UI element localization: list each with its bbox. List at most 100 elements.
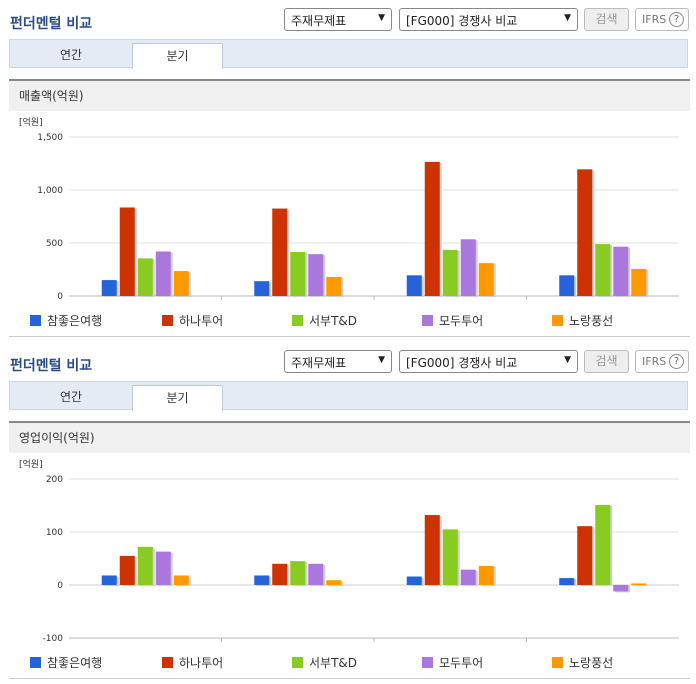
legend-label: 모두투어 bbox=[439, 656, 484, 670]
y-tick-label: 500 bbox=[46, 239, 63, 249]
bar bbox=[272, 208, 288, 296]
legend-swatch bbox=[30, 315, 41, 326]
bar bbox=[559, 275, 575, 296]
bar bbox=[424, 515, 440, 585]
bar bbox=[613, 246, 629, 296]
legend-item[interactable]: 노랑풍선 bbox=[552, 312, 613, 329]
bar bbox=[155, 251, 171, 296]
legend-swatch bbox=[162, 657, 173, 668]
y-tick-label: 0 bbox=[57, 292, 63, 301]
legend-label: 하나투어 bbox=[179, 314, 224, 328]
legend-item[interactable]: 모두투어 bbox=[422, 654, 483, 671]
y-tick-label: -100 bbox=[43, 634, 64, 643]
help-icon[interactable]: ? bbox=[669, 12, 684, 27]
revenue-panel: 펀더멘털 비교 주재무제표 ▼ [FG000] 경쟁사 비교 ▼ 검색 IFRS? … bbox=[9, 8, 690, 337]
chevron-down-icon: ▼ bbox=[378, 13, 385, 23]
legend-swatch bbox=[552, 657, 563, 668]
period-tabs: 연간 분기 bbox=[9, 39, 688, 69]
bar bbox=[173, 271, 189, 296]
y-tick-label: 1,000 bbox=[37, 186, 63, 196]
tab-quarterly[interactable]: 분기 bbox=[132, 385, 223, 411]
legend-label: 모두투어 bbox=[439, 314, 484, 328]
statement-type-select[interactable]: 주재무제표 ▼ bbox=[284, 8, 392, 31]
bar bbox=[478, 565, 494, 585]
chevron-down-icon: ▼ bbox=[564, 13, 571, 23]
legend-label: 노랑풍선 bbox=[569, 656, 614, 670]
legend-item[interactable]: 하나투어 bbox=[162, 654, 223, 671]
bar bbox=[326, 276, 342, 296]
revenue-bar-chart: [억원]05001,0001,5002023/032023/062023/092… bbox=[19, 116, 679, 301]
statement-type-value: 주재무제표 bbox=[291, 356, 347, 370]
search-button[interactable]: 검색 bbox=[584, 8, 629, 31]
bar bbox=[442, 249, 458, 296]
bar bbox=[595, 504, 611, 585]
legend-swatch bbox=[30, 657, 41, 668]
compare-group-select[interactable]: [FG000] 경쟁사 비교 ▼ bbox=[399, 350, 578, 373]
bar bbox=[424, 161, 440, 296]
bar bbox=[406, 576, 422, 585]
bar bbox=[442, 529, 458, 585]
tab-quarterly[interactable]: 분기 bbox=[132, 43, 223, 69]
compare-group-value: [FG000] 경쟁사 비교 bbox=[406, 14, 518, 28]
bar bbox=[460, 569, 476, 585]
statement-type-select[interactable]: 주재무제표 ▼ bbox=[284, 350, 392, 373]
ifrs-button[interactable]: IFRS? bbox=[635, 350, 689, 373]
compare-group-value: [FG000] 경쟁사 비교 bbox=[406, 356, 518, 370]
bar bbox=[326, 580, 342, 585]
panel-title: 펀더멘털 비교 bbox=[10, 358, 93, 374]
chart-legend: 참좋은여행 하나투어 서부T&D 모두투어 노랑풍선 bbox=[30, 312, 690, 330]
legend-label: 하나투어 bbox=[179, 656, 224, 670]
legend-swatch bbox=[292, 657, 303, 668]
y-tick-label: 1,500 bbox=[37, 133, 63, 143]
bar bbox=[254, 575, 270, 585]
axis-unit-label: [억원] bbox=[19, 116, 43, 128]
bar-shadow bbox=[633, 584, 649, 586]
bar bbox=[137, 258, 153, 296]
bar bbox=[308, 254, 324, 296]
ifrs-button[interactable]: IFRS? bbox=[635, 8, 689, 31]
legend-swatch bbox=[292, 315, 303, 326]
legend-swatch bbox=[552, 315, 563, 326]
bar bbox=[119, 555, 135, 585]
help-icon[interactable]: ? bbox=[669, 354, 684, 369]
legend-label: 노랑풍선 bbox=[569, 314, 614, 328]
bar bbox=[631, 268, 647, 296]
legend-label: 서부T&D bbox=[309, 314, 358, 328]
search-button[interactable]: 검색 bbox=[584, 350, 629, 373]
bar bbox=[631, 583, 647, 585]
chevron-down-icon: ▼ bbox=[564, 355, 571, 365]
legend-item[interactable]: 서부T&D bbox=[292, 654, 357, 671]
bar bbox=[173, 575, 189, 585]
legend-item[interactable]: 서부T&D bbox=[292, 312, 357, 329]
y-tick-label: 100 bbox=[46, 528, 63, 538]
legend-item[interactable]: 참좋은여행 bbox=[30, 312, 102, 329]
chart-legend: 참좋은여행 하나투어 서부T&D 모두투어 노랑풍선 bbox=[30, 654, 690, 672]
legend-item[interactable]: 노랑풍선 bbox=[552, 654, 613, 671]
legend-label: 서부T&D bbox=[309, 656, 358, 670]
legend-label: 참좋은여행 bbox=[47, 314, 103, 328]
bar bbox=[101, 575, 117, 585]
panel-title: 펀더멘털 비교 bbox=[10, 16, 93, 32]
bar bbox=[460, 239, 476, 296]
y-tick-label: 200 bbox=[46, 475, 63, 485]
bar bbox=[577, 526, 593, 585]
bar bbox=[137, 546, 153, 585]
compare-group-select[interactable]: [FG000] 경쟁사 비교 ▼ bbox=[399, 8, 578, 31]
legend-item[interactable]: 참좋은여행 bbox=[30, 654, 102, 671]
bar bbox=[290, 252, 306, 296]
tab-annual[interactable]: 연간 bbox=[59, 48, 83, 62]
period-tabs: 연간 분기 bbox=[9, 381, 688, 411]
operating-profit-bar-chart: [억원]-10001002002023/032023/062023/092023… bbox=[19, 458, 679, 643]
bar bbox=[119, 207, 135, 296]
legend-item[interactable]: 하나투어 bbox=[162, 312, 223, 329]
divider bbox=[9, 678, 690, 679]
bar bbox=[308, 563, 324, 585]
bar bbox=[577, 169, 593, 296]
tab-annual[interactable]: 연간 bbox=[59, 390, 83, 404]
statement-type-value: 주재무제표 bbox=[291, 14, 347, 28]
section-title: 매출액(억원) bbox=[9, 79, 690, 111]
y-tick-label: 0 bbox=[57, 581, 63, 591]
divider bbox=[9, 336, 690, 337]
legend-label: 참좋은여행 bbox=[47, 656, 103, 670]
legend-item[interactable]: 모두투어 bbox=[422, 312, 483, 329]
